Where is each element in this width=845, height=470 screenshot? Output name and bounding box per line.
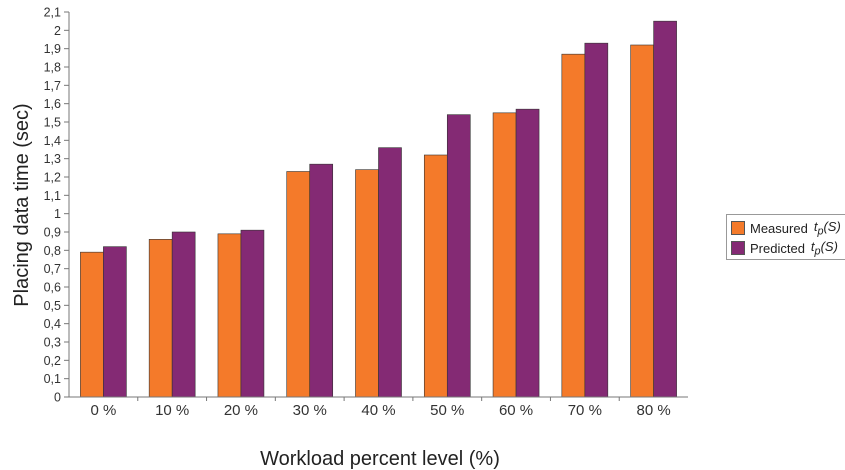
legend-swatch-measured xyxy=(731,221,745,235)
x-axis-title: Workload percent level (%) xyxy=(260,448,500,470)
bar-measured xyxy=(492,112,517,398)
legend-item-measured: Measured tp(S) xyxy=(731,218,841,238)
x-tick-label: 70 % xyxy=(568,402,602,419)
bar-measured xyxy=(355,169,379,398)
legend-swatch-predicted xyxy=(731,241,745,255)
y-tick-label: 1,3 xyxy=(44,152,61,166)
y-tick-label: 0,8 xyxy=(44,244,61,258)
y-tick-label: 2,1 xyxy=(44,6,61,20)
bar-measured xyxy=(286,171,311,398)
bar-measured xyxy=(423,154,448,398)
legend-symbol-measured: tp(S) xyxy=(813,218,841,238)
bar-predicted xyxy=(515,108,540,398)
x-tick-label: 80 % xyxy=(637,402,671,419)
bar-measured xyxy=(630,44,654,398)
y-tick-label: 1,5 xyxy=(44,116,61,130)
bar-measured xyxy=(561,53,586,398)
x-tick-label: 30 % xyxy=(293,402,327,419)
x-tick-label: 10 % xyxy=(155,402,189,419)
y-tick-label: 1,1 xyxy=(44,189,61,203)
bars xyxy=(80,20,677,398)
y-tick-label: 1 xyxy=(54,207,61,221)
y-axis-ticks: 0 0,1 0,2 0,3 0,4 0,5 0,6 0,7 0,8 0,9 1 1,1 1,2 1,3 1,… xyxy=(44,6,69,405)
y-tick-label: 1,8 xyxy=(44,61,61,75)
y-tick-label: 0,7 xyxy=(44,262,61,276)
legend-label-predicted: Predicted xyxy=(750,240,805,256)
x-axis-ticks: 0 % 10 % 20 % 30 % 40 % 50 % 60 % 70 % 80 % xyxy=(90,397,671,419)
x-tick-label: 20 % xyxy=(224,402,258,419)
x-tick-label: 50 % xyxy=(430,402,464,419)
bar-predicted xyxy=(584,42,609,398)
legend-symbol-predicted: tp(S) xyxy=(810,238,838,258)
legend-label-measured: Measured xyxy=(750,220,808,236)
bar-measured xyxy=(217,233,242,398)
bar-predicted xyxy=(103,246,127,398)
y-tick-label: 1,4 xyxy=(44,134,61,148)
bar-predicted xyxy=(378,147,402,398)
y-tick-label: 0,2 xyxy=(44,354,61,368)
y-tick-label: 1,2 xyxy=(44,171,61,185)
legend-item-predicted: Predicted tp(S) xyxy=(731,238,838,258)
bar-predicted xyxy=(653,20,677,398)
x-tick-label: 60 % xyxy=(499,402,533,419)
bar-measured xyxy=(80,251,104,398)
bar-predicted xyxy=(446,114,471,398)
y-tick-label: 1,9 xyxy=(44,42,61,56)
bar-predicted xyxy=(171,231,196,398)
bar-measured xyxy=(148,239,173,398)
y-tick-label: 2 xyxy=(54,24,61,38)
y-tick-label: 0,1 xyxy=(44,372,61,386)
y-tick-label: 0,6 xyxy=(44,281,61,295)
y-tick-label: 0,4 xyxy=(44,317,61,331)
bar-predicted xyxy=(240,229,265,398)
y-tick-label: 0 xyxy=(54,391,61,405)
y-tick-label: 0,5 xyxy=(44,299,61,313)
y-tick-label: 1,6 xyxy=(44,97,61,111)
y-axis-title: Placing data time (sec) xyxy=(11,103,33,306)
y-tick-label: 0,9 xyxy=(44,226,61,240)
legend: Measured tp(S) Predicted tp(S) xyxy=(726,214,845,260)
y-tick-label: 1,7 xyxy=(44,79,61,93)
x-tick-label: 0 % xyxy=(90,402,116,419)
bar-predicted xyxy=(309,163,334,398)
x-tick-label: 40 % xyxy=(361,402,395,419)
y-tick-label: 0,3 xyxy=(44,336,61,350)
